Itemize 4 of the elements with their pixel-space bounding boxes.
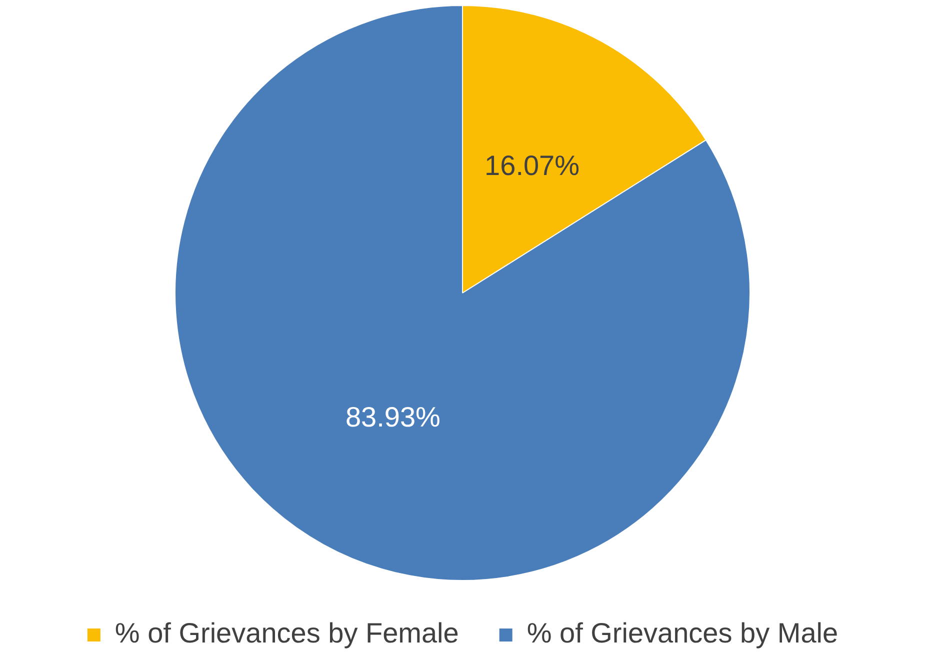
data-label: 16.07% (484, 150, 580, 181)
data-label: 83.93% (345, 402, 440, 433)
legend-label: % of Grievances by Female (114, 618, 459, 649)
legend-label: % of Grievances by Male (526, 618, 838, 649)
